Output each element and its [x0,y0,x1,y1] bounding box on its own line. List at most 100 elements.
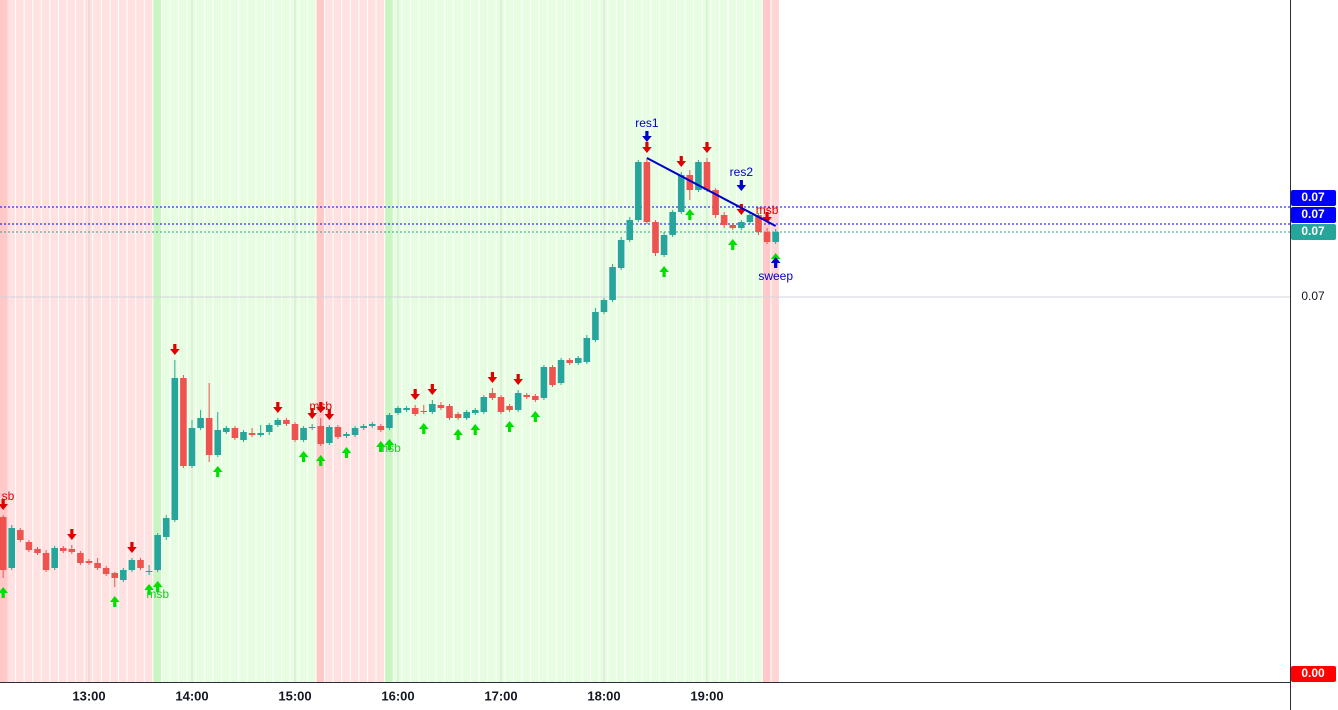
candle-body [471,410,479,413]
candle-body [137,560,144,568]
candle-body [686,175,694,190]
session-column [668,0,676,682]
session-column [196,0,204,682]
candle-body [42,553,50,570]
candle-body [77,553,84,563]
session-column [179,0,187,682]
signal-up [530,411,541,422]
candle-body [25,542,33,550]
candle-body [8,528,16,568]
signal-down [273,402,283,413]
candle-body [128,560,136,570]
price-label-box [1291,190,1336,206]
session-column [445,0,453,682]
session-column [719,0,728,682]
candle-body [162,518,170,537]
y-tick-label: 0.07 [1301,289,1325,303]
session-column [608,0,616,682]
signal-down [315,402,326,413]
signal-up [470,424,481,435]
signal-down [324,409,335,420]
candle-body [317,426,325,444]
candle-body [669,212,676,235]
candle-body [102,568,110,574]
signal-up [152,581,163,592]
session-column [728,0,737,682]
backgrounds [0,0,779,682]
session-column [33,0,41,682]
signal-up [504,421,515,432]
session-column [84,0,93,682]
session-column [316,0,325,682]
session-column [505,0,513,682]
session-column [496,0,505,682]
annotation: sweep [758,269,793,283]
candle-body [446,406,453,418]
signal-up [298,451,309,462]
annotation: msb [756,203,779,217]
signal-down [642,142,652,153]
signal-down [0,499,8,510]
candle-body [94,563,101,568]
signal-down [67,529,77,540]
session-column [342,0,350,682]
candle-body [257,433,264,435]
session-column [436,0,445,682]
session-column [67,0,76,682]
candle-body [506,406,513,410]
candle-body [532,396,539,400]
candle-body [746,215,754,222]
session-column [161,0,170,682]
signal-down [127,542,137,553]
session-column [136,0,144,682]
signal-down [170,344,180,355]
candle-body [489,393,496,398]
session-column [685,0,694,682]
candle-body [360,426,367,428]
session-column [170,0,179,682]
signal-up [376,441,386,452]
candle-body [540,367,548,398]
price-label-box [1291,207,1336,223]
candle-body [34,549,41,553]
session-column [419,0,428,682]
candle-body [557,360,565,383]
indicator-label-box [1291,666,1336,682]
candle-body [111,573,119,578]
candle-body [763,232,771,242]
signal-up [418,423,429,434]
candle-body [145,571,153,572]
candle-body [283,420,290,424]
session-column [213,0,222,682]
candle-body [617,240,625,268]
signal-down [702,142,712,153]
candle-body [677,175,685,212]
session-column [119,0,127,682]
session-column [230,0,239,682]
session-column [651,0,659,682]
session-column [548,0,556,682]
session-column [694,0,702,682]
candle-body [429,404,436,412]
candle-body [549,367,556,385]
candle-body [497,397,505,412]
signal-up [0,587,8,598]
candle-body [180,378,187,466]
candle-body [403,408,410,410]
x-tick-label: 19:00 [690,688,723,703]
session-column [522,0,531,682]
plot: sb msb msb msb msb res1 res2 sweep [0,116,793,607]
candle-body [377,426,385,430]
candle-body [437,405,445,408]
signal-up [453,429,463,440]
candle-body [386,415,393,428]
candle-body [514,393,522,410]
candle-body [343,434,350,436]
annotation-arrow [736,180,747,191]
annotation: sb [2,489,15,503]
session-column [376,0,385,682]
session-column [367,0,376,682]
candle-body [463,412,470,418]
signal-up [384,439,395,450]
